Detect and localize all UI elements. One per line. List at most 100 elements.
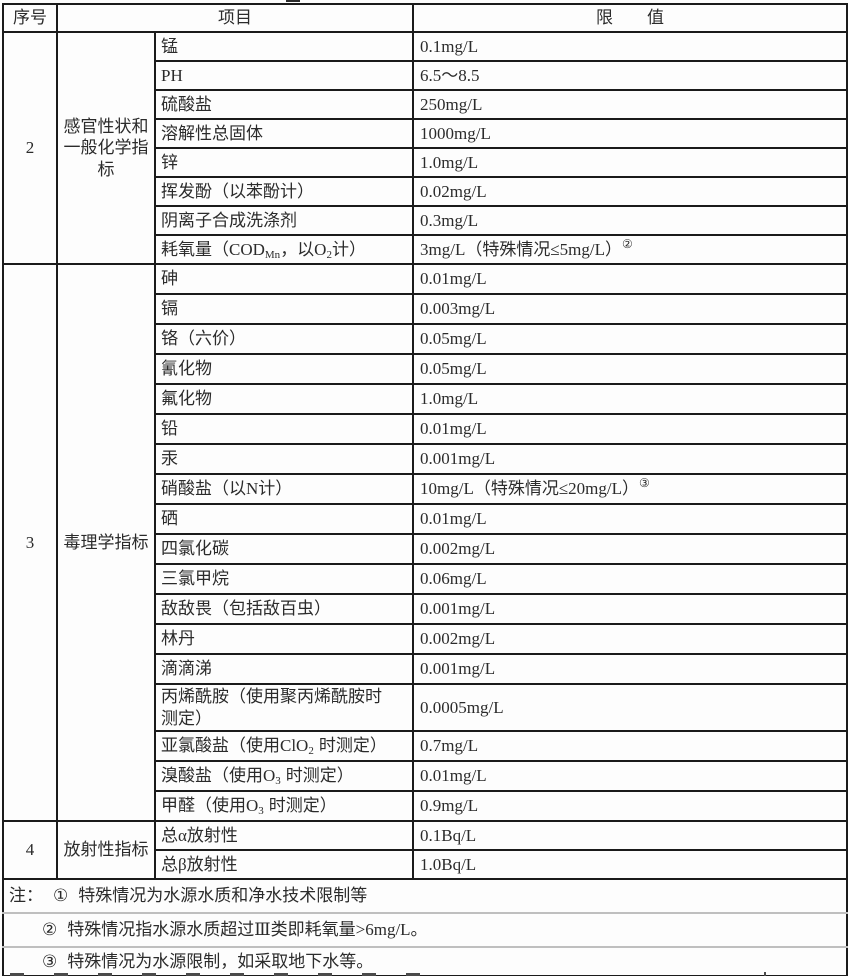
item-cell: 铅 bbox=[154, 413, 414, 445]
table-row: 甲醛（使用O3 时测定） 0.9mg/L bbox=[3, 790, 848, 822]
cutoff-artifact-bottom bbox=[10, 973, 434, 976]
item-cell: 溴酸盐（使用O3 时测定） bbox=[154, 760, 414, 792]
limit-cell: 0.06mg/L bbox=[412, 563, 848, 595]
item-cell: 铬（六价） bbox=[154, 323, 414, 355]
limit-cell: 0.002mg/L bbox=[412, 623, 848, 655]
limit-cell: 0.01mg/L bbox=[412, 263, 848, 295]
table-row: 敌敌畏（包括敌百虫） 0.001mg/L bbox=[3, 593, 848, 625]
col-header-limit: 限 值 bbox=[412, 3, 848, 33]
table-row: 四氯化碳 0.002mg/L bbox=[3, 533, 848, 565]
group-no-cell: 3 bbox=[2, 263, 58, 822]
limit-cell: 0.003mg/L bbox=[412, 293, 848, 325]
group-no-cell: 4 bbox=[2, 820, 58, 880]
limit-cell: 0.1mg/L bbox=[412, 31, 848, 62]
item-cell: 挥发酚（以苯酚计） bbox=[154, 176, 414, 207]
limit-cell: 0.1Bq/L bbox=[412, 820, 848, 851]
limit-cell: 0.01mg/L bbox=[412, 503, 848, 535]
table-row: 3 毒理学指标砷 0.01mg/L bbox=[2, 263, 848, 822]
table-row: 氰化物 0.05mg/L bbox=[3, 353, 848, 385]
table-row: 氟化物 1.0mg/L bbox=[3, 383, 848, 415]
cutoff-artifact-top bbox=[286, 0, 300, 2]
limit-cell: 1.0mg/L bbox=[412, 147, 848, 178]
note-row: ③ 特殊情况为水源限制，如采取地下水等。 bbox=[2, 946, 848, 976]
col-header-no: 序号 bbox=[2, 3, 58, 33]
item-cell: 总α放射性 bbox=[154, 820, 414, 851]
group-name-cell: 感官性状和一般化学指标 bbox=[56, 31, 156, 265]
item-cell: 硒 bbox=[154, 503, 414, 535]
item-cell: 总β放射性 bbox=[154, 849, 414, 880]
table-body: 2 感官性状和一般化学指标锰 0.1mg/L PH 6.5～8.5 硫酸盐 250mg/L 溶… bbox=[2, 31, 848, 976]
table-row: 溴酸盐（使用O3 时测定） 0.01mg/L bbox=[3, 760, 848, 792]
item-cell: 四氯化碳 bbox=[154, 533, 414, 565]
group-no-cell: 2 bbox=[2, 31, 58, 265]
item-cell: 硝酸盐（以N计） bbox=[154, 473, 414, 505]
item-cell: 硫酸盐 bbox=[154, 89, 414, 120]
note-prefix: 注： bbox=[9, 886, 43, 906]
table-row: 4 放射性指标 总α放射性 0.1Bq/L bbox=[2, 820, 848, 880]
table-row: 滴滴涕 0.001mg/L bbox=[3, 653, 848, 685]
water-quality-limits-table: 序号 项目 限 值 2 感官性状和一般化学指标锰 0.1mg/L PH 6.5～8.5 硫… bbox=[2, 3, 848, 976]
note-cell: 注： ① 特殊情况为水源水质和净水技术限制等 bbox=[2, 878, 848, 914]
table-row: 挥发酚（以苯酚计） 0.02mg/L bbox=[3, 176, 848, 207]
table-row: 溶解性总固体 1000mg/L bbox=[3, 118, 848, 149]
table-row: 硝酸盐（以N计） 10mg/L（特殊情况≤20mg/L）③ bbox=[3, 473, 848, 505]
limit-cell: 3mg/L（特殊情况≤5mg/L）② bbox=[412, 234, 848, 265]
item-cell: PH bbox=[154, 60, 414, 91]
limit-cell: 0.7mg/L bbox=[412, 730, 848, 762]
limit-cell: 0.01mg/L bbox=[412, 760, 848, 792]
group-name-cell: 毒理学指标 bbox=[56, 263, 156, 822]
note-text: 特殊情况为水源限制，如采取地下水等。 bbox=[67, 951, 374, 971]
item-cell: 亚氯酸盐（使用ClO2 时测定） bbox=[154, 730, 414, 762]
item-cell: 砷 bbox=[154, 263, 414, 295]
table-row: 2 感官性状和一般化学指标锰 0.1mg/L bbox=[2, 31, 848, 265]
item-cell: 三氯甲烷 bbox=[154, 563, 414, 595]
col-header-item: 项目 bbox=[56, 3, 414, 33]
limit-cell: 0.0005mg/L bbox=[412, 683, 848, 732]
note-text: 特殊情况指水源水质超过Ⅲ类即耗氧量>6mg/L。 bbox=[67, 920, 428, 940]
limit-cell: 1.0Bq/L bbox=[412, 849, 848, 880]
table-row: 硒 0.01mg/L bbox=[3, 503, 848, 535]
limit-cell: 250mg/L bbox=[412, 89, 848, 120]
note-text: 特殊情况为水源水质和净水技术限制等 bbox=[78, 886, 368, 906]
item-cell: 林丹 bbox=[154, 623, 414, 655]
limit-cell: 1000mg/L bbox=[412, 118, 848, 149]
table-row: 阴离子合成洗涤剂 0.3mg/L bbox=[3, 205, 848, 236]
item-cell: 溶解性总固体 bbox=[154, 118, 414, 149]
item-cell: 滴滴涕 bbox=[154, 653, 414, 685]
item-cell: 丙烯酰胺（使用聚丙烯酰胺时 测定） bbox=[154, 683, 414, 732]
item-cell: 氰化物 bbox=[154, 353, 414, 385]
table-row: PH 6.5～8.5 bbox=[3, 60, 848, 91]
note-number: ② bbox=[42, 920, 58, 940]
table-row: 三氯甲烷 0.06mg/L bbox=[3, 563, 848, 595]
limit-cell: 0.3mg/L bbox=[412, 205, 848, 236]
item-cell: 汞 bbox=[154, 443, 414, 475]
limit-cell: 0.02mg/L bbox=[412, 176, 848, 207]
table-row: 总β放射性 1.0Bq/L bbox=[3, 849, 848, 880]
item-cell: 甲醛（使用O3 时测定） bbox=[154, 790, 414, 822]
limit-cell: 0.002mg/L bbox=[412, 533, 848, 565]
note-cell: ② 特殊情况指水源水质超过Ⅲ类即耗氧量>6mg/L。 bbox=[2, 912, 848, 948]
limit-cell: 1.0mg/L bbox=[412, 383, 848, 415]
table-row: 汞 0.001mg/L bbox=[3, 443, 848, 475]
table-row: 铅 0.01mg/L bbox=[3, 413, 848, 445]
note-row: ② 特殊情况指水源水质超过Ⅲ类即耗氧量>6mg/L。 bbox=[2, 912, 848, 948]
limit-cell: 0.001mg/L bbox=[412, 443, 848, 475]
limit-cell: 10mg/L（特殊情况≤20mg/L）③ bbox=[412, 473, 848, 505]
cutoff-artifact-tick bbox=[764, 972, 766, 976]
header-row: 序号 项目 限 值 bbox=[2, 3, 848, 33]
limit-cell: 0.05mg/L bbox=[412, 323, 848, 355]
note-number: ③ bbox=[42, 951, 58, 971]
limit-cell: 0.05mg/L bbox=[412, 353, 848, 385]
limit-cell: 0.001mg/L bbox=[412, 653, 848, 685]
limit-cell: 0.9mg/L bbox=[412, 790, 848, 822]
note-number: ① bbox=[53, 886, 69, 906]
table-row: 耗氧量（CODMn，以O2计） 3mg/L（特殊情况≤5mg/L）② bbox=[3, 234, 848, 265]
limit-cell: 0.001mg/L bbox=[412, 593, 848, 625]
table-row: 林丹 0.002mg/L bbox=[3, 623, 848, 655]
item-cell: 耗氧量（CODMn，以O2计） bbox=[154, 234, 414, 265]
note-row: 注： ① 特殊情况为水源水质和净水技术限制等 bbox=[2, 878, 848, 914]
group-name-cell: 放射性指标 bbox=[56, 820, 156, 880]
table-row: 锌 1.0mg/L bbox=[3, 147, 848, 178]
item-cell: 锌 bbox=[154, 147, 414, 178]
